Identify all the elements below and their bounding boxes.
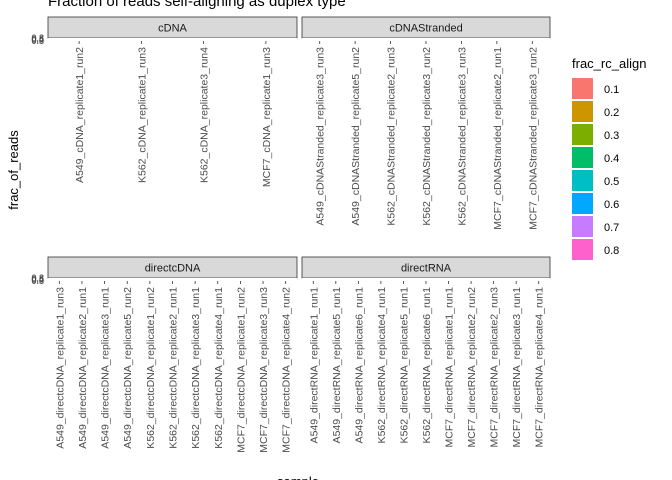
legend-title: frac_rc_align <box>572 56 646 71</box>
x-tick-label: A549_directRNA_replicate5_run1 <box>331 287 343 444</box>
x-tick-label: MCF7_directcDNA_replicate4_run2 <box>281 287 293 453</box>
legend-label: 0.1 <box>604 84 619 96</box>
x-tick-label: MCF7_directcDNA_replicate1_run2 <box>235 287 247 453</box>
chart-title: Fraction of reads self-aligning as duple… <box>48 0 346 10</box>
x-tick-label: MCF7_directRNA_replicate3_run1 <box>511 287 523 448</box>
facet-panels: cDNA0.00.20.40.60.8A549_cDNA_replicate1_… <box>31 16 551 453</box>
panel-area <box>48 38 297 41</box>
x-tick-label: K562_cDNAStranded_replicate2_run3 <box>386 47 398 226</box>
x-tick-label: A549_cDNAStranded_replicate5_run2 <box>350 47 362 226</box>
y-axis-title: frac_of_reads <box>6 130 21 210</box>
x-tick-label: A549_cDNA_replicate1_run2 <box>74 47 86 183</box>
legend-label: 0.6 <box>604 199 619 211</box>
x-tick-label: MCF7_cDNAStranded_replicate2_run1 <box>492 47 504 230</box>
legend-label: 0.7 <box>604 222 619 234</box>
y-tick-label: 0.8 <box>31 33 44 43</box>
x-tick-label: MCF7_directcDNA_replicate3_run3 <box>258 287 270 453</box>
facet-cDNA: cDNA 0.00.20.40.60.8 A549_cDNA_replicate1_… <box>31 16 298 187</box>
x-tick-label: A549_cDNAStranded_replicate3_run3 <box>315 47 327 226</box>
legend-label: 0.4 <box>604 153 619 165</box>
x-tick-label: K562_cDNA_replicate3_run4 <box>199 47 211 183</box>
legend-key-0.4 <box>572 147 593 168</box>
y-tick-label: 0.2 <box>31 275 44 285</box>
legend-key-0.2 <box>572 101 593 122</box>
x-tick-label: K562_directcDNA_replicate3_run1 <box>190 287 202 449</box>
y-tick-label: 0.2 <box>31 35 44 45</box>
x-tick-label: K562_directRNA_replicate5_run1 <box>398 287 410 444</box>
legend-key-0.3 <box>572 124 593 145</box>
x-axis-title: sample <box>277 474 319 480</box>
legend-key-0.1 <box>572 78 593 99</box>
x-tick-label: MCF7_cDNA_replicate1_run3 <box>261 47 273 187</box>
y-tick-label: 0.6 <box>31 34 44 44</box>
legend-label: 0.8 <box>604 245 619 257</box>
x-tick-label: K562_cDNAStranded_replicate3_run3 <box>456 47 468 226</box>
x-tick-label: K562_cDNA_replicate1_run3 <box>136 47 148 183</box>
x-tick-label: A549_directcDNA_replicate5_run2 <box>122 287 134 449</box>
x-tick-label: MCF7_directRNA_replicate1_run1 <box>444 287 456 448</box>
strip-label: cDNA <box>158 23 187 35</box>
x-tick-label: A549_directcDNA_replicate2_run1 <box>77 287 89 449</box>
x-tick-label: K562_directcDNA_replicate1_run2 <box>145 287 157 449</box>
x-tick-label: A549_directcDNA_replicate3_run1 <box>100 287 112 449</box>
y-tick-label: 0.4 <box>31 275 44 285</box>
panel-area <box>302 38 550 41</box>
legend-label: 0.2 <box>604 107 619 119</box>
y-tick-label: 0.8 <box>31 273 44 283</box>
facet-cDNAStranded: cDNAStranded A549_cDNAStranded_replicate3… <box>301 16 551 230</box>
y-tick-label: 0.4 <box>31 35 44 45</box>
legend-label: 0.3 <box>604 130 619 142</box>
x-tick-label: MCF7_cDNAStranded_replicate3_run2 <box>527 47 539 230</box>
legend: frac_rc_align 0.1 0.2 0.3 0.4 0.5 0.6 0.7 0.8 <box>572 56 646 260</box>
legend-items: 0.1 0.2 0.3 0.4 0.5 0.6 0.7 0.8 <box>572 78 619 260</box>
y-tick-label: 0.0 <box>31 36 44 46</box>
panel-area <box>48 278 297 281</box>
x-tick-label: A549_directRNA_replicate6_run1 <box>353 287 365 444</box>
legend-key-0.7 <box>572 216 593 237</box>
facet-directRNA: directRNA A549_directRNA_replicate1_run1 A… <box>301 256 551 448</box>
legend-label: 0.5 <box>604 176 619 188</box>
panel-area <box>302 278 550 281</box>
x-tick-label: K562_directcDNA_replicate4_run1 <box>213 287 225 449</box>
y-tick-label: 0.0 <box>31 276 44 286</box>
y-tick-label: 0.6 <box>31 274 44 284</box>
x-tick-label: K562_directcDNA_replicate2_run1 <box>168 287 180 449</box>
x-tick-label: K562_cDNAStranded_replicate3_run2 <box>421 47 433 226</box>
x-tick-label: MCF7_directRNA_replicate4_run1 <box>534 287 546 448</box>
facet-directcDNA: directcDNA 0.00.20.40.60.8 A549_directcDNA… <box>31 256 298 453</box>
legend-key-0.6 <box>572 193 593 214</box>
x-tick-label: K562_directRNA_replicate6_run1 <box>421 287 433 444</box>
legend-key-0.5 <box>572 170 593 191</box>
legend-key-0.8 <box>572 239 593 260</box>
strip-label: directRNA <box>401 263 452 275</box>
x-tick-label: MCF7_directRNA_replicate2_run2 <box>466 287 478 448</box>
x-tick-label: A549_directRNA_replicate1_run1 <box>308 287 320 444</box>
x-tick-label: K562_directRNA_replicate4_run1 <box>376 287 388 444</box>
strip-label: directcDNA <box>145 263 201 275</box>
x-tick-label: A549_directcDNA_replicate1_run3 <box>54 287 66 449</box>
strip-label: cDNAStranded <box>389 23 462 35</box>
x-tick-label: MCF7_directRNA_replicate2_run3 <box>489 287 501 448</box>
